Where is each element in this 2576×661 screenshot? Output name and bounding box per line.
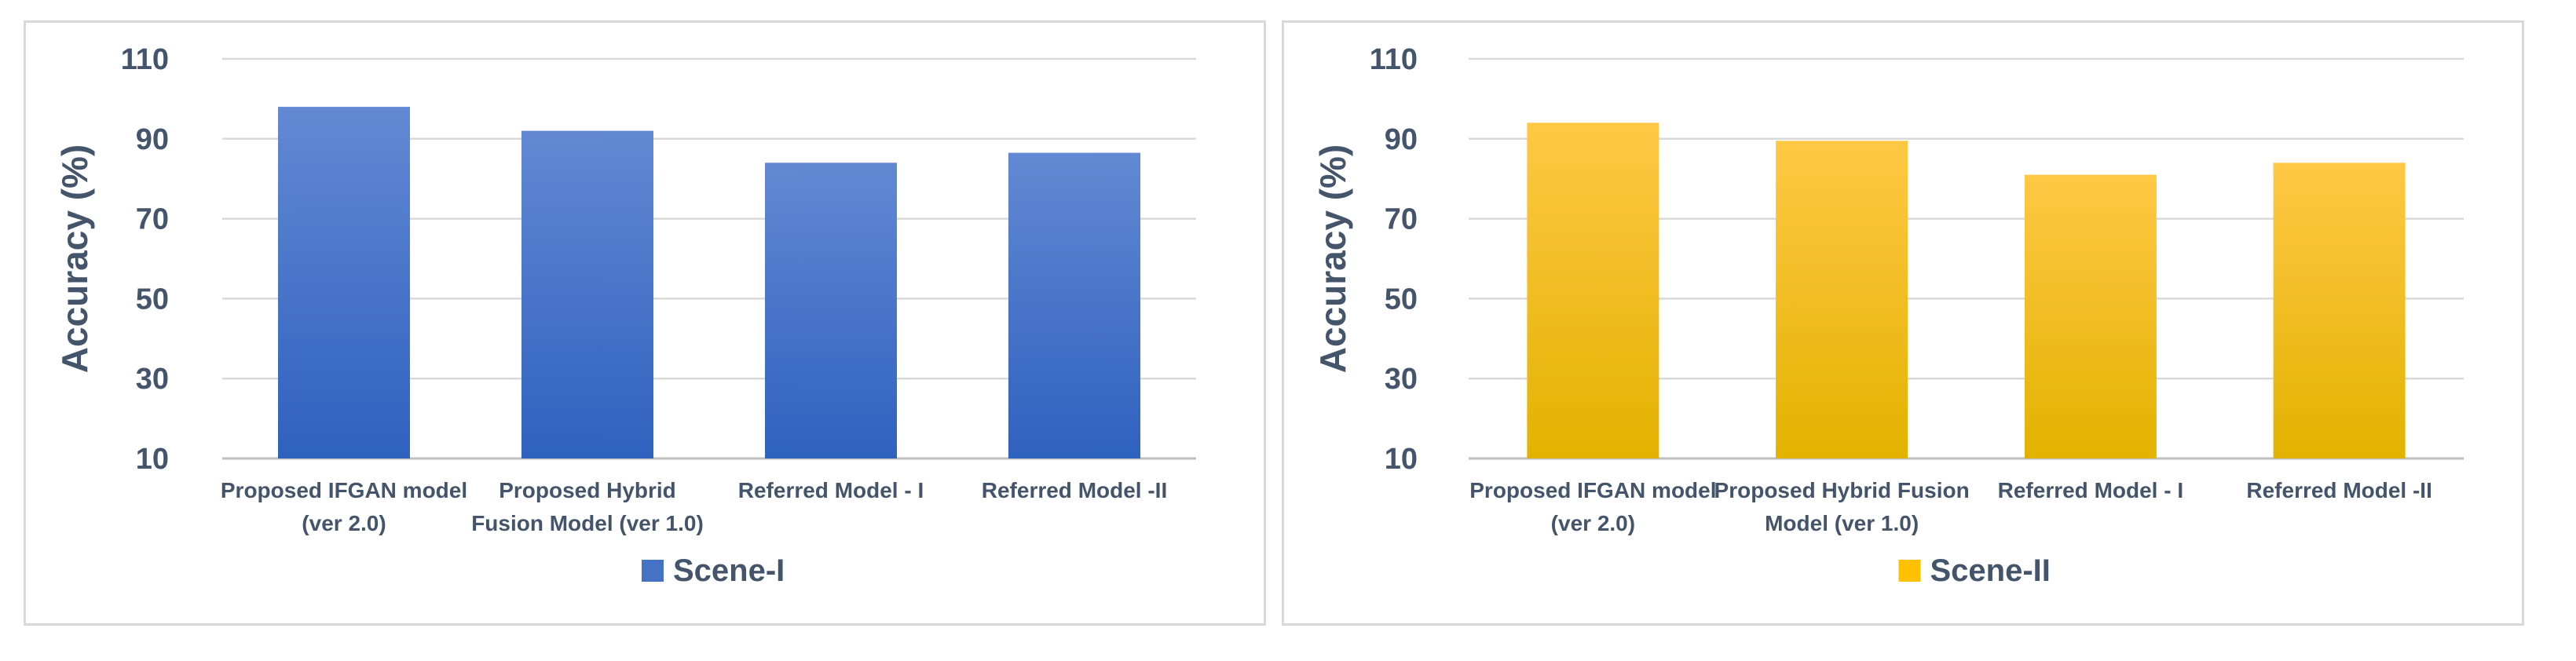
y-tick-label: 10 [136,443,169,476]
legend-swatch [642,560,664,582]
legend-label: Scene-II [1930,553,2051,588]
chart-panel-scene-1: 10 30 50 70 90 110 Accuracy (%) Proposed IFGAN … [24,20,1266,626]
x-category-label: Proposed Hybrid [499,478,676,502]
y-tick-label: 50 [1385,283,1418,316]
y-tick-label: 70 [1385,203,1418,236]
bar [765,163,897,458]
bar [1008,152,1140,459]
bar [2273,163,2406,458]
x-category-label: Referred Model -II [982,478,1167,502]
x-category-label: Proposed IFGAN model [221,478,467,502]
bar [278,107,410,458]
bar [521,130,653,458]
legend-label: Scene-I [673,553,785,588]
y-tick-label: 90 [1385,123,1418,156]
bar [1776,141,1908,458]
y-tick-label: 30 [1385,363,1418,396]
chart-scene-2: 10 30 50 70 90 110 Accuracy (%) Proposed IFGAN … [1312,43,2464,588]
x-category-label: Referred Model - I [738,478,924,502]
y-tick-label: 110 [121,43,169,76]
y-axis-title: Accuracy (%) [1312,144,1353,373]
chart-panel-scene-2: 10 30 50 70 90 110 Accuracy (%) Proposed IFGAN … [1282,20,2524,626]
legend: Scene-II [1898,553,2051,588]
x-category-label: (ver 2.0) [1551,511,1635,535]
x-category-label: Referred Model - I [1998,478,2183,502]
x-category-label: Proposed Hybrid Fusion [1714,478,1970,502]
y-tick-label: 30 [136,363,169,396]
x-category-label: Proposed IFGAN model [1469,478,1716,502]
legend-swatch [1898,560,1921,582]
y-tick-label: 70 [136,203,169,236]
bar [2024,174,2157,459]
x-category-label: Fusion Model (ver 1.0) [471,511,704,535]
y-tick-label: 10 [1385,443,1418,476]
chart-scene-1: 10 30 50 70 90 110 Accuracy (%) Proposed IFGAN … [54,43,1196,588]
y-tick-label: 90 [136,123,169,156]
y-tick-label: 50 [136,283,169,316]
legend: Scene-I [642,553,785,588]
y-axis-title: Accuracy (%) [54,144,95,373]
y-tick-label: 110 [1370,43,1418,76]
x-category-label: Referred Model -II [2246,478,2431,502]
x-category-label: (ver 2.0) [302,511,386,535]
bar [1527,122,1659,458]
x-category-label: Model (ver 1.0) [1765,511,1919,535]
